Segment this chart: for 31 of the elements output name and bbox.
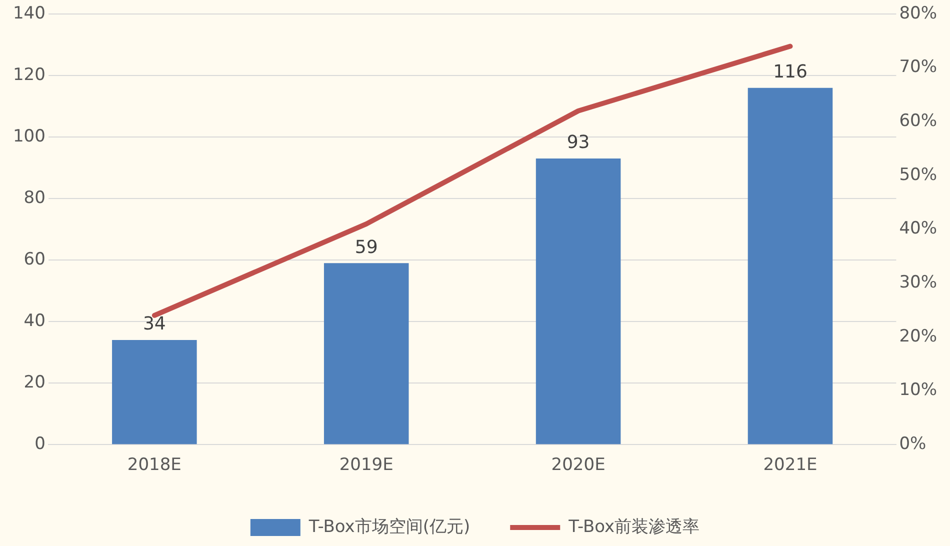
y-tick-label: 0 (34, 434, 46, 454)
bar (324, 263, 409, 444)
y-tick-label: 80 (24, 188, 46, 208)
y2-tick-label: 10% (899, 380, 938, 400)
y2-tick-label: 70% (899, 57, 938, 78)
bar (536, 158, 621, 444)
legend-label: T-Box前装渗透率 (568, 516, 700, 537)
y2-tick-label: 50% (899, 164, 938, 185)
x-tick-label: 2021E (763, 455, 818, 476)
y-tick-label: 120 (12, 64, 46, 85)
y-tick-label: 60 (24, 249, 46, 270)
data-label: 34 (142, 314, 166, 335)
legend-label: T-Box市场空间(亿元) (308, 516, 470, 537)
bar (112, 340, 197, 444)
x-tick-label: 2018E (127, 455, 182, 476)
y2-tick-label: 20% (899, 326, 938, 346)
y-tick-label: 20 (24, 372, 46, 393)
y-tick-label: 40 (24, 310, 46, 331)
y-tick-label: 140 (12, 3, 46, 24)
data-label: 93 (566, 132, 590, 154)
y2-tick-label: 40% (899, 218, 938, 239)
data-label: 59 (354, 236, 378, 258)
x-tick-label: 2020E (551, 455, 606, 476)
data-label: 116 (773, 61, 808, 82)
bar (748, 88, 833, 444)
y2-tick-label: 0% (899, 434, 926, 454)
y2-tick-label: 80% (899, 3, 938, 24)
y2-tick-label: 60% (899, 111, 938, 132)
x-tick-label: 2019E (339, 455, 394, 476)
y-tick-label: 100 (12, 126, 46, 146)
y2-tick-label: 30% (899, 272, 938, 293)
